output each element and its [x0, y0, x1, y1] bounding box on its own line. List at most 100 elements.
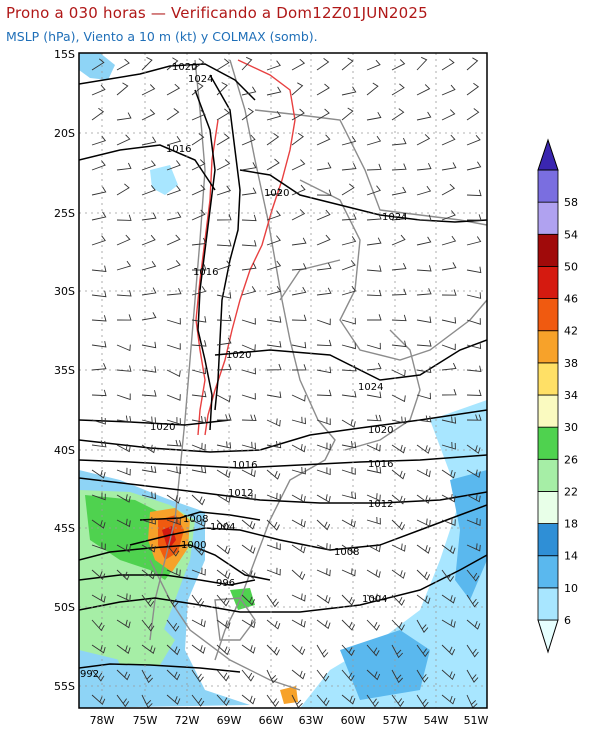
wind-barb: [166, 83, 181, 96]
wind-barb: [416, 594, 431, 605]
wind-barb: [91, 389, 107, 397]
wind-barb: [216, 694, 230, 707]
wind-barb: [91, 440, 107, 448]
wind-barb: [291, 341, 307, 349]
lat-label: 20S: [54, 127, 75, 140]
wind-barb: [441, 343, 456, 351]
wind-barb: [241, 262, 257, 271]
wind-barb: [391, 59, 406, 71]
wind-barb: [141, 212, 157, 221]
wind-barb: [341, 619, 356, 631]
wind-barb: [191, 694, 205, 707]
wind-barb: [466, 266, 482, 274]
wind-barb: [341, 317, 356, 325]
colorbar-label: 34: [564, 389, 578, 402]
wind-barb: [441, 289, 457, 296]
wind-barb: [91, 315, 107, 322]
wind-barb: [216, 414, 232, 421]
wind-barb: [91, 186, 107, 196]
wind-barb: [466, 517, 481, 526]
wind-barb: [341, 364, 357, 372]
wind-barb: [166, 108, 180, 121]
wind-barb: [216, 594, 230, 607]
wind-barb: [416, 265, 432, 272]
wind-barb: [466, 57, 479, 71]
colorbar-swatch: [537, 362, 559, 396]
wind-barb: [391, 263, 407, 271]
wind-barb: [91, 341, 107, 348]
wind-barb: [216, 363, 232, 371]
wind-barb: [241, 669, 255, 682]
wind-barb: [316, 366, 332, 374]
wind-barb: [116, 619, 131, 629]
wind-barb: [366, 185, 381, 196]
wind-barb: [366, 135, 382, 146]
wind-barb: [391, 444, 406, 454]
wind-barb: [241, 492, 256, 501]
wind-barb: [266, 158, 280, 171]
wind-barb: [441, 544, 456, 555]
lon-label: 63W: [299, 714, 324, 727]
wind-barb: [166, 568, 181, 577]
wind-barb: [366, 516, 381, 525]
wind-barb: [466, 108, 480, 121]
wind-barb: [166, 343, 181, 350]
wind-barb: [141, 136, 157, 146]
wind-barb: [441, 441, 456, 450]
colorbar-swatch: [537, 394, 559, 428]
wind-barb: [441, 469, 456, 479]
wind-barb: [341, 467, 356, 475]
wind-barb: [166, 594, 179, 608]
wind-barb: [166, 466, 182, 474]
wind-barb: [116, 365, 132, 372]
wind-barb: [416, 518, 431, 527]
wind-barb: [391, 137, 407, 146]
wind-barb: [191, 466, 207, 474]
wind-barb: [241, 214, 257, 222]
wind-barb: [366, 213, 382, 221]
wind-barb: [91, 416, 106, 425]
wind-barb: [216, 669, 230, 682]
wind-barb: [416, 163, 432, 171]
wind-barb: [141, 465, 157, 473]
wind-barb: [466, 469, 481, 478]
wind-barb: [216, 108, 230, 121]
wind-barb: [116, 314, 132, 321]
lat-label: 30S: [54, 285, 75, 298]
wind-barb: [291, 444, 306, 453]
wind-barb: [341, 163, 357, 171]
wind-barb: [141, 444, 156, 454]
isobar-label: 1000: [181, 540, 206, 551]
wind-barb: [316, 209, 331, 221]
wind-barb: [291, 364, 307, 371]
wind-barb: [266, 694, 280, 708]
isobar-label: 1016: [166, 144, 191, 155]
wind-barb: [166, 160, 181, 171]
colorbar-swatch: [537, 523, 559, 557]
wind-barb: [391, 186, 407, 196]
wind-barb: [266, 286, 282, 296]
wind-barb: [91, 211, 107, 221]
wind-barb: [316, 494, 331, 503]
wind-barb: [391, 213, 407, 221]
wind-barb: [391, 416, 407, 424]
wind-barb: [141, 544, 156, 553]
wind-barb: [366, 362, 382, 371]
map-subtitle: MSLP (hPa), Viento a 10 m (kt) y COLMAX …: [6, 29, 318, 44]
map-title: Prono a 030 horas — Verificando a Dom12Z…: [6, 4, 428, 22]
isobar-label: 1024: [188, 74, 213, 85]
wind-barb: [191, 644, 206, 654]
wind-barb: [466, 318, 481, 325]
lat-label: 15S: [54, 48, 75, 61]
graticule: [79, 53, 487, 708]
wind-barb: [291, 184, 306, 196]
wind-barb: [241, 393, 256, 400]
wind-barb: [366, 391, 382, 399]
isobar-label: 996: [216, 578, 235, 589]
wind-barb: [166, 234, 181, 246]
colorbar-swatch: [537, 266, 559, 299]
wind-barb: [416, 444, 431, 454]
wind-barb: [341, 57, 354, 71]
wind-barb: [466, 669, 479, 683]
